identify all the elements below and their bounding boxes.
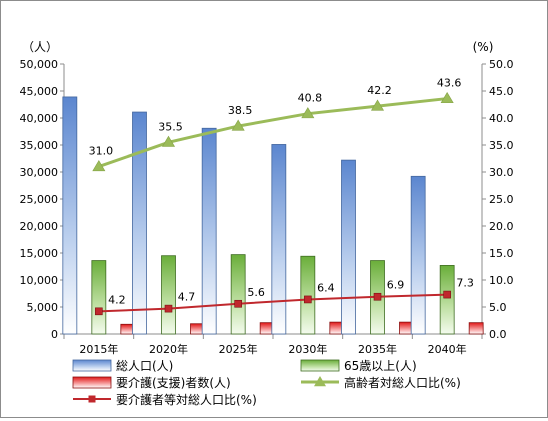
bar-65-plus (300, 255, 316, 335)
bar-total-population (132, 111, 147, 335)
legend-care-recipients-label: 要介護(支援)者数(人) (116, 375, 231, 390)
bar-total-population (271, 144, 287, 335)
bar-total-population (341, 159, 356, 335)
right-tick-label: 25.0 (489, 193, 514, 206)
care-ratio-label: 7.3 (456, 277, 474, 290)
care-ratio-marker (164, 304, 173, 313)
aging-ratio-marker (92, 160, 106, 172)
x-tick-label: 2020年 (149, 342, 188, 356)
x-tick-label: 2015年 (79, 342, 118, 356)
right-tick-label: 15.0 (489, 247, 514, 260)
left-tick-label: 50,000 (20, 58, 59, 71)
legend-care-recipients-swatch (72, 376, 112, 389)
legend-65-plus-swatch (300, 359, 340, 372)
care-ratio-marker (234, 299, 242, 308)
legend-aging-ratio-label: 高齢者対総人口比(%) (344, 375, 461, 390)
bar-65-plus (230, 254, 246, 335)
aging-ratio-label: 38.5 (228, 104, 253, 117)
bar-total-population (201, 127, 217, 335)
aging-ratio-line (98, 97, 448, 169)
legend-aging-ratio: 高齢者対総人口比(%) (301, 375, 461, 390)
right-tick-label: 30.0 (489, 166, 514, 179)
aging-ratio-label: 43.6 (437, 77, 462, 90)
aging-ratio-label: 31.0 (89, 145, 114, 158)
bar-65-plus (439, 265, 455, 335)
left-tick-label: 0 (51, 328, 58, 341)
left-tick-label: 40,000 (20, 112, 59, 125)
right-tick-label: 50.0 (489, 58, 514, 71)
care-ratio-line (98, 293, 448, 313)
bar-total-population (410, 175, 426, 335)
left-tick-label: 35,000 (20, 139, 59, 152)
bar-care-recipients (468, 322, 484, 335)
legend-65-plus-label: 65歳以上(人) (344, 359, 417, 373)
x-tick-label: 2030年 (288, 342, 327, 356)
x-tick-label: 2040年 (428, 342, 467, 356)
right-tick-label: 45.0 (489, 85, 514, 98)
aging-ratio-marker (161, 135, 176, 147)
legend-care-recipients: 要介護(支援)者数(人) (72, 375, 231, 390)
right-tick-label: 5.0 (489, 301, 507, 314)
legend-care-ratio: 要介護者等対総人口比(%) (73, 392, 257, 407)
aging-ratio-label: 42.2 (367, 84, 392, 97)
aging-ratio-marker (370, 99, 385, 111)
care-ratio-marker (443, 290, 451, 299)
right-tick-label: 0.0 (489, 328, 507, 341)
bar-65-plus (91, 260, 107, 335)
left-tick-label: 45,000 (20, 85, 59, 98)
legend-total-population: 総人口(人) (72, 359, 173, 373)
care-ratio-marker (304, 295, 312, 304)
legend-care-ratio-label: 要介護者等対総人口比(%) (116, 392, 257, 407)
left-tick-label: 20,000 (20, 220, 59, 233)
right-tick-label: 35.0 (489, 139, 514, 152)
legend-care-ratio-marker (88, 395, 96, 403)
care-ratio-label: 4.2 (108, 293, 126, 306)
right-tick-label: 20.0 (489, 220, 514, 233)
left-tick-label: 30,000 (20, 166, 59, 179)
left-tick-label: 5,000 (27, 301, 59, 314)
care-ratio-label: 6.9 (387, 279, 405, 292)
care-ratio-marker (373, 292, 382, 301)
bar-total-population (62, 96, 78, 335)
left-tick-label: 25,000 (20, 193, 59, 206)
care-ratio-marker (95, 307, 103, 316)
care-ratio-label: 6.4 (317, 281, 335, 294)
right-tick-label: 10.0 (489, 274, 514, 287)
aging-ratio-marker (301, 107, 315, 119)
right-axis-unit: (%) (473, 40, 494, 54)
left-axis-unit: （人） (22, 40, 58, 54)
x-tick-label: 2035年 (358, 342, 397, 356)
aging-ratio-label: 40.8 (298, 92, 323, 105)
legend-65-plus: 65歳以上(人) (300, 359, 417, 373)
aging-ratio-marker (231, 119, 245, 131)
care-ratio-label: 5.6 (247, 286, 265, 299)
legend-total-population-label: 総人口(人) (116, 359, 173, 373)
aging-ratio-label: 35.5 (158, 120, 183, 133)
legend-aging-ratio-marker (314, 376, 326, 387)
legend-total-population-swatch (72, 359, 112, 372)
left-tick-label: 10,000 (20, 274, 59, 287)
x-tick-label: 2025年 (219, 342, 258, 356)
right-tick-label: 40.0 (489, 112, 514, 125)
left-tick-label: 15,000 (20, 247, 59, 260)
bar-65-plus (161, 255, 176, 335)
care-ratio-label: 4.7 (178, 291, 196, 304)
aging-ratio-marker (440, 91, 454, 104)
